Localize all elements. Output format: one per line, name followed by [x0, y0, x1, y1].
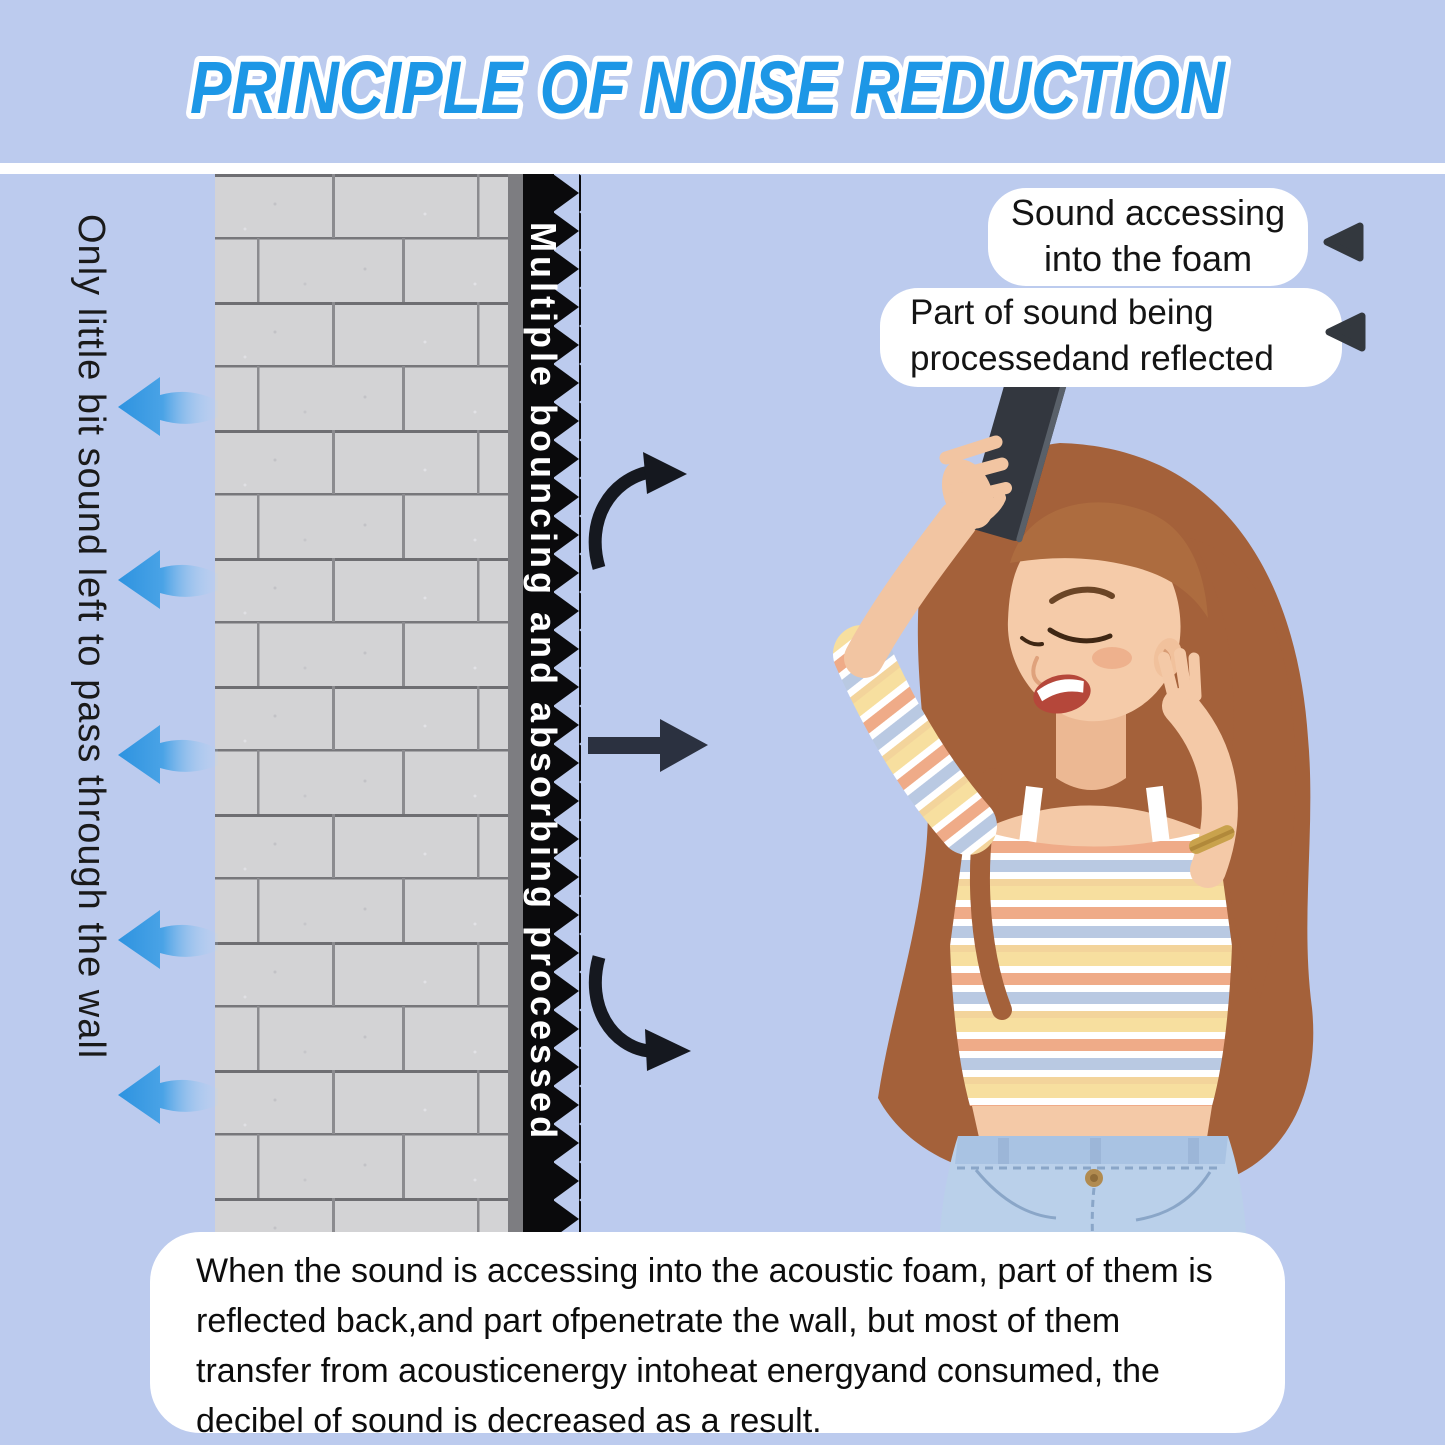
callout-sound-accessing: Sound accessing into the foam: [988, 188, 1308, 286]
callout-sound-reflected: Part of sound being processedand reflect…: [880, 288, 1342, 387]
sound-pass-left-arrow-icon: [118, 910, 218, 969]
sound-pass-left-arrow-icon: [118, 1065, 218, 1124]
gold-bangle: [1189, 825, 1235, 854]
explanation-line: transfer from acousticenergy intoheat en…: [196, 1352, 1160, 1390]
left-triangle-icon: [1325, 312, 1366, 352]
callout-line: into the foam: [1043, 238, 1253, 279]
left-triangle-icon: [1323, 222, 1364, 262]
page-title-banner: PRINCIPLE OF NOISE REDUCTION: [184, 40, 1232, 135]
brick-wall-texture: [215, 174, 508, 1236]
wall-pass-label: Only little bit sound left to pass throu…: [70, 214, 112, 1060]
face-features: [1020, 586, 1132, 714]
striped-top: [950, 826, 1232, 1106]
hand: [939, 435, 1012, 530]
callout-line: Part of sound being: [910, 293, 1214, 332]
sound-into-foam-arrow-icon: [588, 719, 708, 772]
brick-wall: [215, 174, 508, 1236]
sound-pass-left-arrow-icon: [118, 377, 218, 436]
callout-line: processedand reflected: [910, 339, 1274, 378]
callout-line: Sound accessing: [1010, 192, 1286, 233]
explanation-line: decibel of sound is decreased as a resul…: [196, 1402, 822, 1440]
explanation-panel: When the sound is accessing into the aco…: [150, 1232, 1285, 1440]
wall-foam-gap: [508, 174, 523, 1236]
page-title: PRINCIPLE OF NOISE REDUCTION: [190, 46, 1226, 129]
foam-sawtooth: [523, 174, 581, 1236]
explanation-line: When the sound is accessing into the aco…: [196, 1252, 1213, 1290]
explanation-line: reflected back,and part ofpenetrate the …: [196, 1302, 1121, 1340]
foam-label: Multiple bouncing and absorbing processe…: [523, 222, 564, 1143]
divider-stripe: [0, 163, 1445, 174]
sound-pass-left-arrow-icon: [118, 550, 218, 609]
woman-with-phone-illustration: [833, 363, 1314, 1303]
bounce-up-right-arrow-icon: [588, 452, 687, 570]
bounce-down-right-arrow-icon: [588, 955, 691, 1071]
face: [1007, 527, 1181, 722]
sound-pass-left-arrow-icon: [118, 725, 218, 784]
acoustic-foam: [523, 174, 581, 1236]
